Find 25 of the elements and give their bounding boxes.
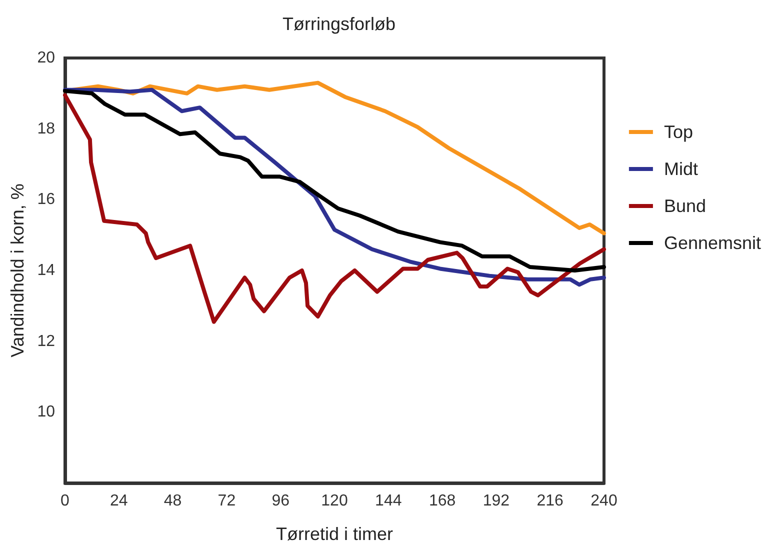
legend-label: Bund <box>664 196 706 216</box>
y-tick-label: 16 <box>37 191 56 208</box>
x-tick-label: 96 <box>272 492 290 510</box>
y-tick-label: 10 <box>37 404 56 421</box>
x-tick-label: 144 <box>375 492 402 510</box>
legend-label: Midt <box>664 159 698 179</box>
x-tick-label: 240 <box>590 492 618 510</box>
y-axis-title: Vandindhold i korn, % <box>7 184 28 358</box>
x-tick-label: 216 <box>536 492 564 510</box>
legend-label: Gennemsnit <box>664 233 762 253</box>
x-tick-label: 0 <box>60 492 70 510</box>
x-axis-title: Tørretid i timer <box>276 524 394 544</box>
x-tick-label: 48 <box>164 492 182 510</box>
chart-title: Tørringsforløb <box>282 14 396 34</box>
line-series <box>63 93 606 324</box>
y-tick-label: 18 <box>37 120 56 138</box>
legend-label: Top <box>664 122 693 142</box>
y-tick-label: 20 <box>37 50 56 66</box>
x-tick-label: 168 <box>428 492 456 510</box>
x-tick-label: 24 <box>110 492 128 510</box>
x-tick-label: 72 <box>218 492 236 510</box>
y-tick-label: 12 <box>37 332 56 350</box>
x-tick-label: 192 <box>482 492 510 510</box>
x-tick-label: 120 <box>321 492 348 510</box>
y-tick-label: 14 <box>37 262 56 279</box>
